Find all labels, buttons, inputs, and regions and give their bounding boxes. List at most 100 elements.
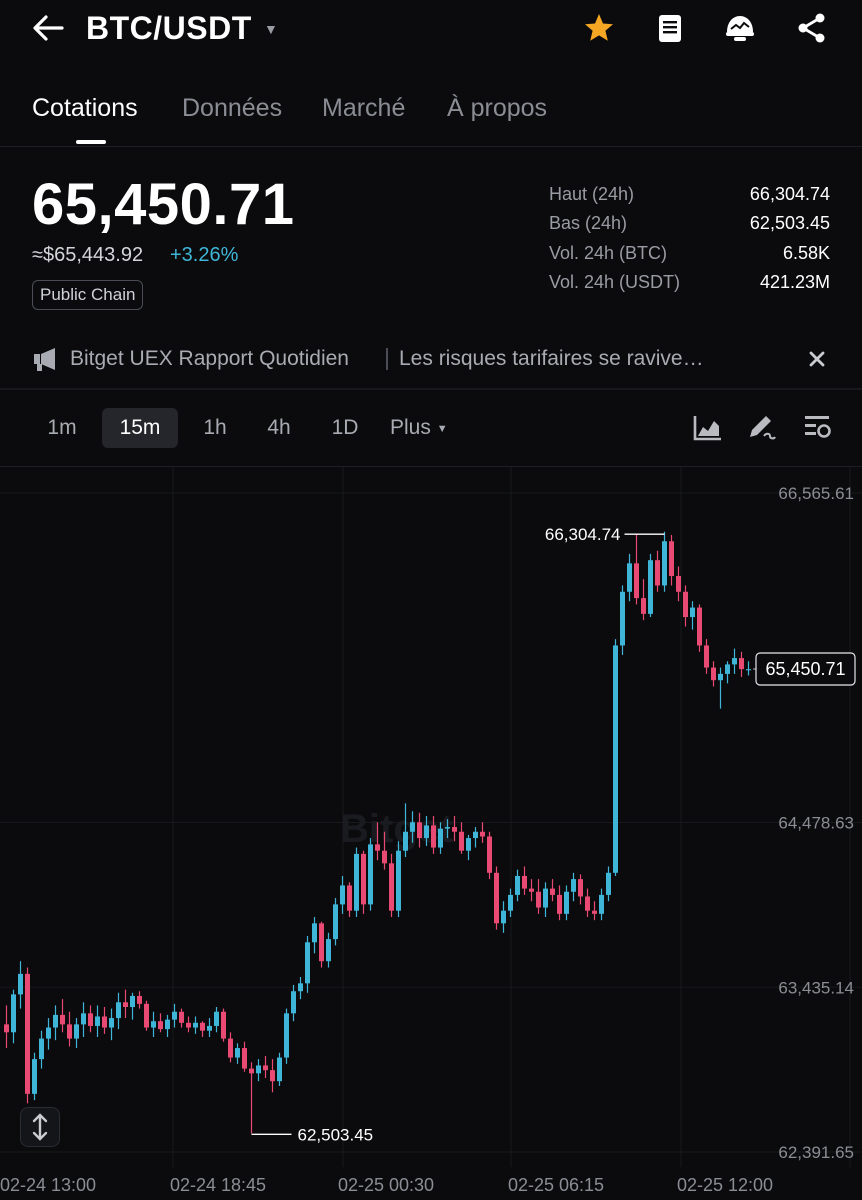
candle-body xyxy=(368,844,373,905)
candle-body xyxy=(452,827,457,832)
tab-donnees[interactable]: Données xyxy=(182,94,283,122)
candle-body xyxy=(165,1019,170,1030)
x-tick-label: 02-25 12:00 xyxy=(677,1175,773,1195)
candle-body xyxy=(144,1003,149,1028)
indicator-settings-icon[interactable] xyxy=(802,410,834,444)
candle-body xyxy=(305,942,310,984)
candle-body xyxy=(501,910,506,924)
candle-body xyxy=(613,645,618,873)
candle-body xyxy=(95,1016,100,1026)
candle-body xyxy=(410,822,415,832)
pair-title[interactable]: BTC/USDT xyxy=(86,10,252,46)
interval-more[interactable]: Plus ▼ xyxy=(390,408,470,448)
candlestick-chart[interactable]: Bitget 66,565.61 64,478.63 63,435.14 62,391… xyxy=(0,467,862,1200)
candle-body xyxy=(291,991,296,1014)
news-banner[interactable]: Bitget UEX Rapport Quotidien Les risques… xyxy=(0,330,862,388)
price-change: +3.26% xyxy=(170,244,239,266)
stat-value-low: 62,503.45 xyxy=(749,213,830,233)
candle-body xyxy=(4,1024,9,1033)
tab-a-propos[interactable]: À propos xyxy=(447,94,548,122)
candle-body xyxy=(270,1070,275,1082)
chart-type-icon[interactable] xyxy=(692,410,724,444)
candle-body xyxy=(172,1011,177,1020)
candle-body xyxy=(88,1013,93,1026)
megaphone-icon xyxy=(33,346,61,372)
x-tick-label: 02-24 13:00 xyxy=(0,1175,96,1195)
candle-body xyxy=(312,923,317,943)
candles xyxy=(4,531,751,1134)
candle-body xyxy=(634,563,639,599)
candle-body xyxy=(340,885,345,905)
candle-body xyxy=(718,673,723,681)
public-chain-badge[interactable]: Public Chain xyxy=(32,280,144,310)
arrow-left-icon[interactable] xyxy=(30,8,70,48)
candle-body xyxy=(389,863,394,911)
bot-icon[interactable] xyxy=(722,10,758,46)
candle-body xyxy=(375,844,380,851)
candle-body xyxy=(74,1024,79,1039)
y-tick-label: 64,478.63 xyxy=(778,814,854,833)
scale-toggle-button[interactable] xyxy=(20,1107,60,1147)
last-price: 65,450.71 xyxy=(32,172,295,237)
candle-body xyxy=(690,607,695,618)
chevron-down-icon[interactable]: ▼ xyxy=(264,21,278,37)
candle-body xyxy=(508,894,513,911)
x-tick-label: 02-25 06:15 xyxy=(508,1175,604,1195)
draw-tool-icon[interactable] xyxy=(746,410,778,444)
candle-body xyxy=(18,973,23,995)
candle-body xyxy=(221,1011,226,1039)
candle-body xyxy=(417,822,422,839)
close-icon[interactable] xyxy=(806,346,828,372)
candle-body xyxy=(459,831,464,851)
share-icon[interactable] xyxy=(794,10,830,46)
candle-body xyxy=(739,658,744,670)
tab-cotations[interactable]: Cotations xyxy=(32,94,138,122)
interval-1m[interactable]: 1m xyxy=(47,416,77,439)
usd-equivalent: ≈$65,443.92 xyxy=(32,244,144,266)
last-price-tag xyxy=(755,652,856,686)
interval-1d[interactable]: 1D xyxy=(331,416,359,439)
divider xyxy=(0,146,862,147)
stat-label-low: Bas (24h) xyxy=(549,213,628,233)
interval-more-label: Plus xyxy=(390,416,431,439)
interval-15m[interactable]: 15m xyxy=(102,408,178,448)
candle-body xyxy=(424,825,429,839)
tab-marche[interactable]: Marché xyxy=(322,94,406,122)
candle-body xyxy=(228,1038,233,1058)
star-icon[interactable] xyxy=(581,10,617,46)
interval-1h[interactable]: 1h xyxy=(203,416,227,439)
candle-body xyxy=(298,983,303,992)
candle-body xyxy=(746,669,751,671)
candle-body xyxy=(109,1018,114,1028)
news-source: Bitget UEX Rapport Quotidien xyxy=(70,347,349,370)
candle-body xyxy=(641,598,646,614)
candle-body xyxy=(123,1002,128,1008)
stat-label-vol-usdt: Vol. 24h (USDT) xyxy=(549,272,681,292)
y-axis: 66,565.61 64,478.63 63,435.14 62,391.65 xyxy=(778,484,854,1162)
news-headline[interactable]: Les risques tarifaires se ravive… xyxy=(399,347,704,370)
candle-body xyxy=(606,872,611,895)
candle-body xyxy=(697,607,702,646)
candle-body xyxy=(249,1068,254,1074)
candle-body xyxy=(284,1013,289,1058)
candle-body xyxy=(319,923,324,962)
candle-body xyxy=(256,1065,261,1074)
candle-body xyxy=(725,664,730,674)
interval-4h[interactable]: 4h xyxy=(267,416,291,439)
divider xyxy=(0,466,862,467)
candle-body xyxy=(179,1011,184,1023)
candle-body xyxy=(130,995,135,1008)
low-marker-label: 62,503.45 xyxy=(298,1125,374,1144)
candle-body xyxy=(620,591,625,646)
high-marker-label: 66,304.74 xyxy=(545,525,621,544)
chevron-down-icon: ▼ xyxy=(436,423,448,435)
document-icon[interactable] xyxy=(652,10,688,46)
candle-body xyxy=(403,831,408,851)
candle-body xyxy=(431,825,436,848)
last-price-tag-label: 65,450.71 xyxy=(765,659,845,679)
divider xyxy=(0,388,862,390)
price-markers: 66,304.74 62,503.45 65,450.71 xyxy=(251,525,856,1144)
candle-body xyxy=(53,1014,58,1028)
candle-body xyxy=(571,879,576,892)
x-tick-label: 02-25 00:30 xyxy=(338,1175,434,1195)
